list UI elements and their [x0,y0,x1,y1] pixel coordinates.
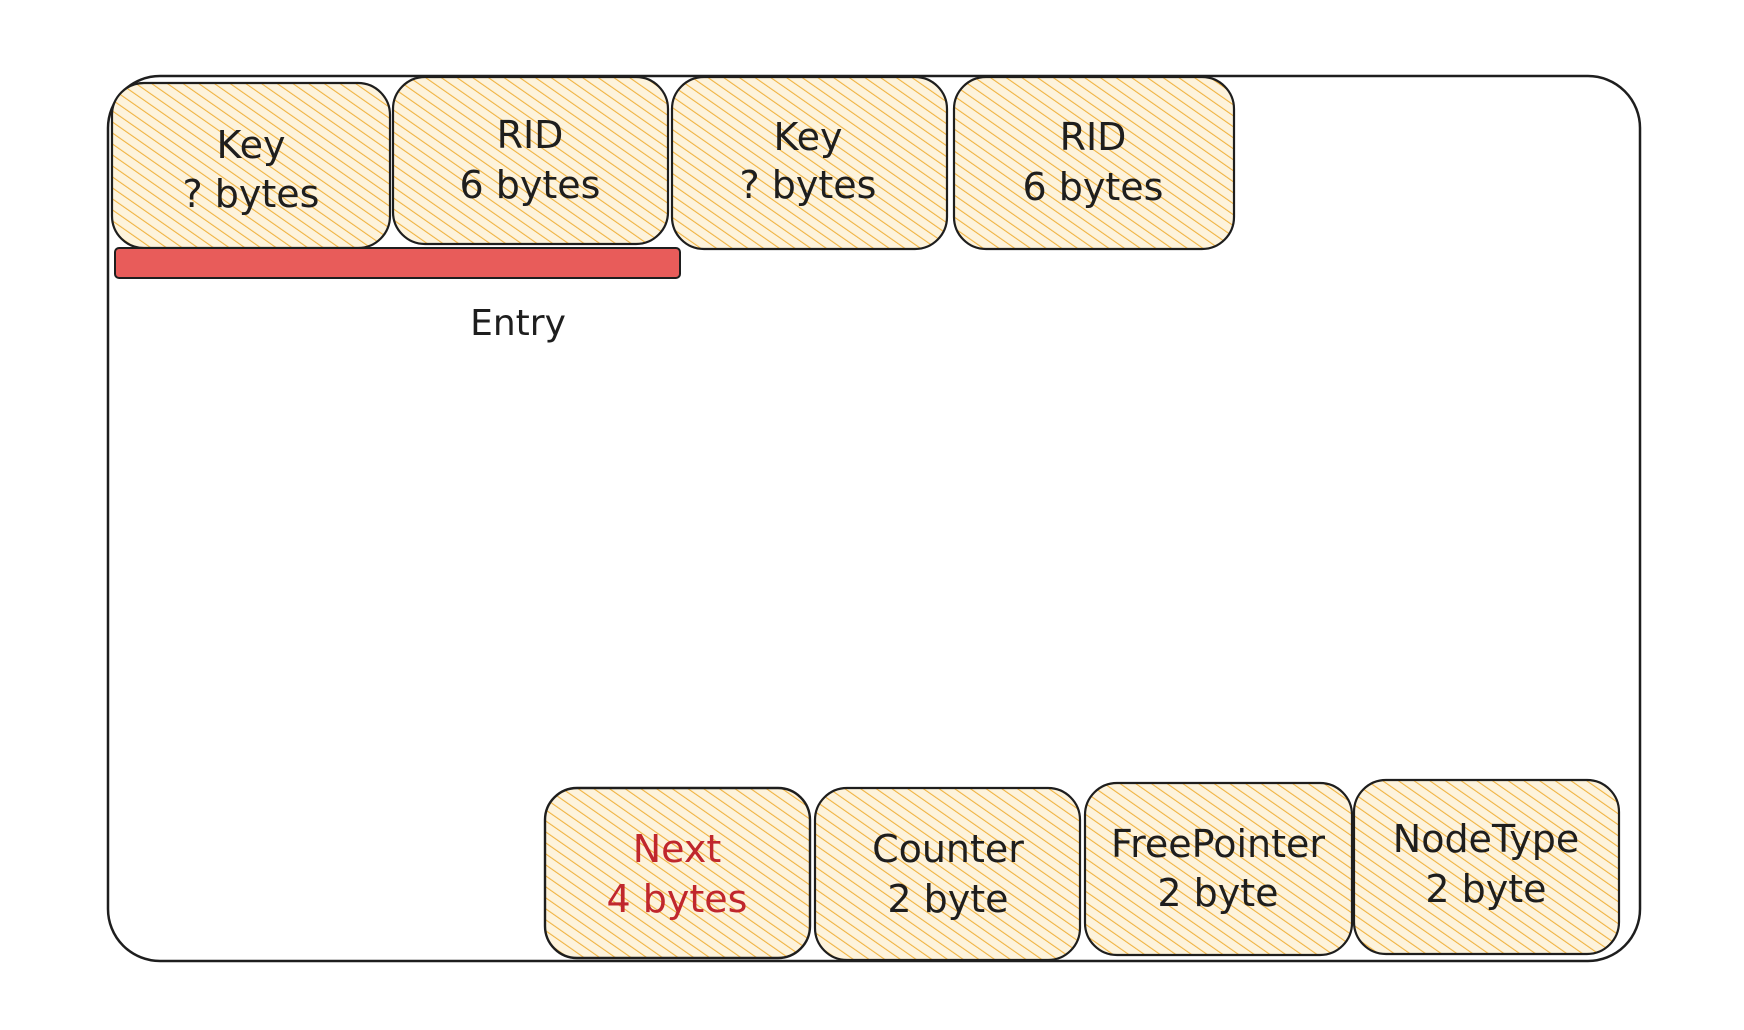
bottom-cell-3-box [1352,778,1621,956]
top-cell-1: RID 6 bytes [391,75,670,246]
entry-bar [114,247,681,279]
top-cell-0-size: ? bytes [183,172,320,216]
bottom-cell-0-box [543,786,812,960]
top-cell-1-name: RID [497,113,564,157]
top-cell-0-name: Key [217,123,286,167]
bottom-cell-2: FreePointer 2 byte [1083,781,1354,957]
top-cell-2: Key ? bytes [670,75,949,251]
bottom-cell-0-size: 4 bytes [607,877,748,921]
top-cell-3-box [952,75,1236,251]
entry-label: Entry [470,303,566,344]
bottom-cell-1-name: Counter [872,827,1024,871]
bottom-cell-1: Counter 2 byte [813,786,1082,962]
top-cell-2-box [670,75,949,251]
top-cell-2-name: Key [774,115,843,159]
bottom-cell-2-size: 2 byte [1157,871,1278,915]
top-cell-2-size: ? bytes [740,163,877,207]
top-cell-0: Key ? bytes [110,81,392,250]
bottom-cell-2-box [1083,781,1354,957]
bottom-cell-0-name: Next [633,827,722,871]
bottom-cell-0: Next 4 bytes [543,786,812,960]
bottom-cell-1-box [813,786,1082,962]
top-cell-1-box [391,75,670,246]
top-cell-3-name: RID [1060,115,1127,159]
bottom-cell-3: NodeType 2 byte [1352,778,1621,956]
bottom-cell-1-size: 2 byte [887,877,1008,921]
bottom-cell-3-name: NodeType [1393,817,1579,861]
top-cell-3: RID 6 bytes [952,75,1236,251]
bottom-cell-2-name: FreePointer [1111,822,1325,866]
top-cell-1-size: 6 bytes [460,163,601,207]
bottom-cell-3-size: 2 byte [1425,867,1546,911]
top-cell-3-size: 6 bytes [1023,165,1164,209]
